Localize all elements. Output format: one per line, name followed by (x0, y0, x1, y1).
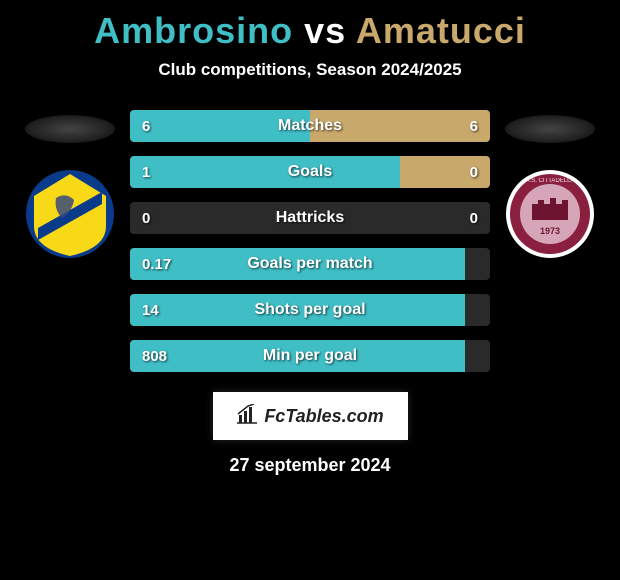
brand-chart-icon (236, 404, 258, 429)
brand-footer[interactable]: FcTables.com (213, 392, 408, 440)
stat-bar-hattricks: 00Hattricks (130, 202, 490, 234)
stat-bar-goals: 10Goals (130, 156, 490, 188)
right-column: 1973 A.S. CITTADELLA (490, 110, 610, 260)
stat-bar-matches: 66Matches (130, 110, 490, 142)
frosinone-badge (24, 168, 116, 260)
cittadella-badge-svg: 1973 A.S. CITTADELLA (504, 168, 596, 260)
footer-date: 27 september 2024 (0, 455, 620, 476)
stat-label: Goals per match (130, 255, 490, 273)
player2-name: Amatucci (356, 10, 526, 51)
frosinone-badge-svg (24, 168, 116, 260)
vs-text: vs (304, 10, 346, 51)
cittadella-badge: 1973 A.S. CITTADELLA (504, 168, 596, 260)
subtitle: Club competitions, Season 2024/2025 (0, 60, 620, 80)
page-title: Ambrosino vs Amatucci (0, 0, 620, 60)
main-row: 66Matches 10Goals 00Hattricks 0.17Goals per… (0, 110, 620, 372)
stat-label: Shots per goal (130, 301, 490, 319)
stat-bar-min-per-goal: 808Min per goal (130, 340, 490, 372)
stats-bars: 66Matches 10Goals 00Hattricks 0.17Goals per… (130, 110, 490, 372)
stat-label: Min per goal (130, 347, 490, 365)
svg-text:A.S. CITTADELLA: A.S. CITTADELLA (526, 178, 575, 184)
left-column (10, 110, 130, 260)
player1-silhouette-base (25, 115, 115, 143)
stat-bar-shots-per-goal: 14Shots per goal (130, 294, 490, 326)
player1-name: Ambrosino (94, 10, 293, 51)
stat-label: Hattricks (130, 209, 490, 227)
svg-text:1973: 1973 (540, 226, 560, 236)
stat-bar-goals-per-match: 0.17Goals per match (130, 248, 490, 280)
stat-label: Goals (130, 163, 490, 181)
player2-silhouette-base (505, 115, 595, 143)
comparison-card: Ambrosino vs Amatucci Club competitions,… (0, 0, 620, 580)
stat-label: Matches (130, 117, 490, 135)
brand-text: FcTables.com (264, 406, 383, 427)
